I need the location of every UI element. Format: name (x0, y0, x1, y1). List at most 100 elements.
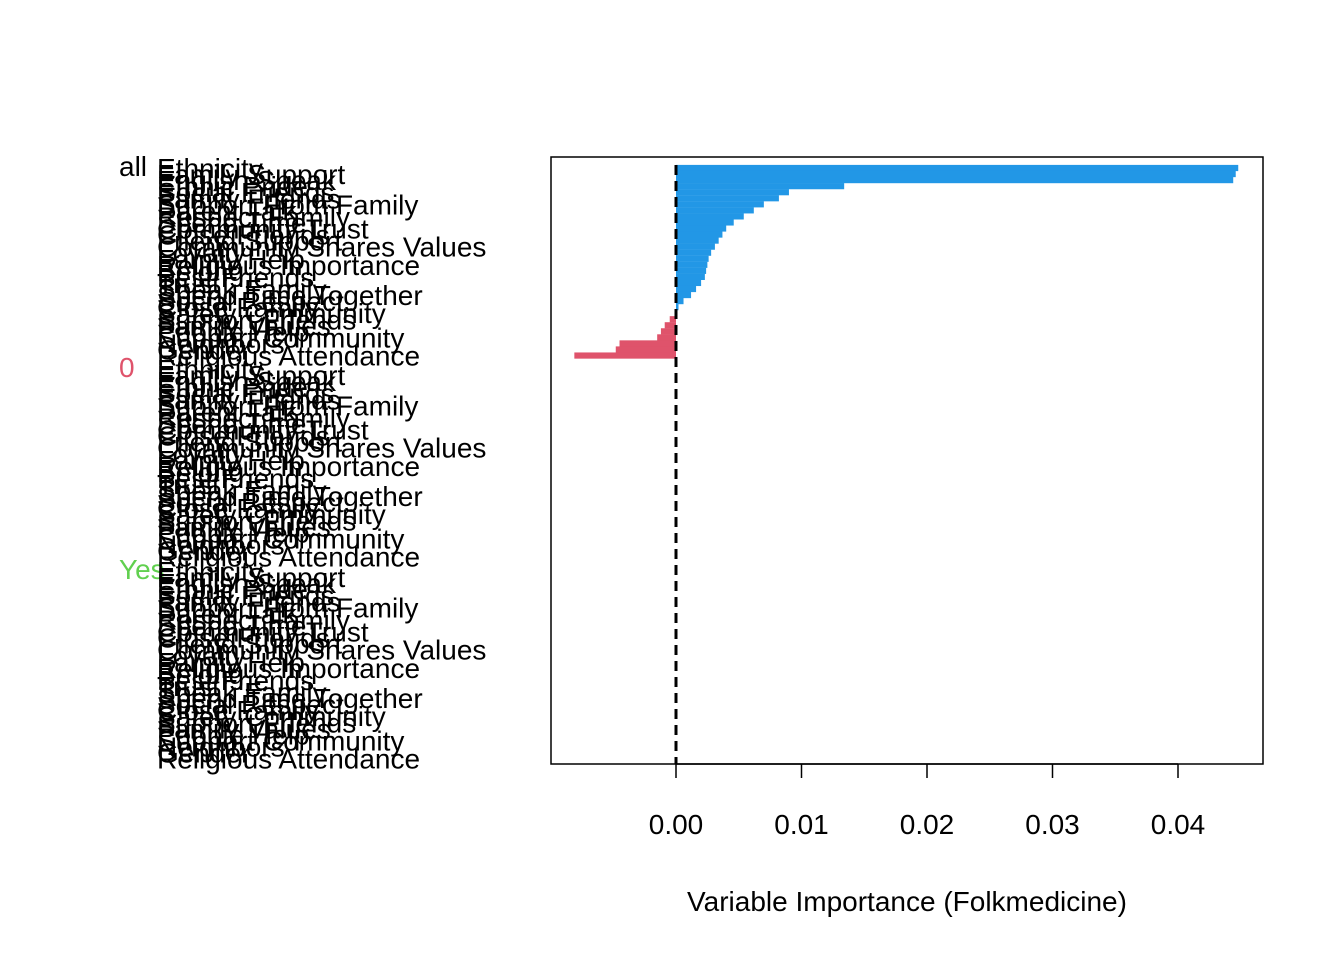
category-label-2-20: Speak Family (157, 677, 327, 708)
x-axis-label: Variable Importance (Folkmedicine) (687, 886, 1127, 917)
bar-0-19 (676, 279, 702, 287)
category-label-2-14: Loyalty (157, 641, 246, 672)
category-label-0-0: Ethnicity (157, 153, 263, 184)
category-label-1-5: Family Friends (157, 384, 341, 415)
bar-0-6 (676, 201, 764, 208)
category-label-0-9: Spend Time (157, 207, 306, 238)
bar-0-7 (676, 207, 754, 214)
category-label-0-14: Loyalty (157, 238, 246, 269)
category-label-0-16: Religious Importance (157, 250, 420, 281)
category-label-2-23: Close Family (157, 695, 319, 726)
category-label-2-25: Support Friends (157, 707, 356, 738)
bar-0-31 (574, 352, 676, 359)
category-label-1-28: Support Community (157, 523, 404, 554)
group-label-2: Yes (119, 554, 165, 585)
category-label-2-19: Trust (157, 671, 220, 702)
bar-0-8 (676, 213, 744, 220)
category-label-1-16: Religious Importance (157, 451, 420, 482)
category-label-1-11: Close Friends (157, 421, 330, 452)
category-label-1-30: Gender (157, 536, 250, 567)
bar-0-29 (619, 340, 676, 347)
category-label-0-5: Family Friends (157, 183, 341, 214)
category-label-1-20: Speak Family (157, 475, 327, 506)
category-label-2-22: Social Respect (157, 689, 344, 720)
group-label-1: 0 (119, 352, 135, 383)
category-label-1-17: Belong (157, 457, 244, 488)
bar-0-10 (676, 225, 727, 232)
group-label-0: all (119, 151, 147, 182)
category-label-0-25: Support Friends (157, 304, 356, 335)
category-label-0-31: Religious Attendance (157, 341, 420, 372)
category-label-0-12: Friend Support (157, 226, 342, 257)
bar-0-13 (676, 243, 715, 250)
x-tick-label-0: 0.00 (649, 809, 704, 840)
category-label-2-21: Spend Time Together (157, 683, 423, 714)
category-label-0-15: Family Help (157, 244, 305, 275)
category-label-1-2: English Speak (157, 366, 337, 397)
category-label-2-18: Best Friends (157, 665, 314, 696)
category-label-1-26: Family Values (157, 511, 331, 542)
category-label-2-29: Neighbors (157, 731, 285, 762)
category-label-2-7: Parent Talk (157, 598, 298, 629)
category-label-1-15: Family Help (157, 445, 305, 476)
category-label-1-25: Support Friends (157, 505, 356, 536)
category-label-0-8: Respect Family (157, 201, 350, 232)
bar-0-27 (660, 328, 676, 335)
category-label-0-22: Social Respect (157, 286, 344, 317)
category-label-2-17: Belong (157, 659, 244, 690)
x-tick-label-1: 0.01 (774, 809, 829, 840)
category-label-1-1: Family Support (157, 360, 346, 391)
category-label-1-29: Neighbors (157, 529, 285, 560)
category-label-2-27: People Help (157, 719, 310, 750)
category-label-0-26: Family Values (157, 310, 331, 341)
bar-0-12 (676, 237, 719, 244)
category-label-2-26: Family Values (157, 713, 331, 744)
bar-0-20 (676, 285, 697, 293)
category-label-2-28: Support Community (157, 725, 404, 756)
bar-0-16 (676, 261, 708, 268)
category-label-2-3: Ethnic Pride (157, 574, 308, 605)
category-label-0-21: Spend Time Together (157, 280, 423, 311)
category-label-0-4: Social Friends (157, 177, 334, 208)
bar-0-15 (676, 255, 709, 262)
category-label-1-14: Loyalty (157, 439, 246, 470)
category-label-2-16: Religious Importance (157, 653, 420, 684)
bar-0-23 (676, 304, 679, 311)
category-label-1-27: People Help (157, 517, 310, 548)
category-label-1-13: Community Shares Values (157, 433, 486, 464)
category-label-0-7: Parent Talk (157, 195, 298, 226)
category-label-0-13: Community Shares Values (157, 232, 486, 263)
category-label-2-15: Family Help (157, 647, 305, 678)
category-label-0-6: Support From Family (157, 189, 418, 220)
category-label-1-24: Safety Community (157, 499, 386, 530)
bar-0-0 (676, 164, 1239, 172)
bar-0-4 (676, 189, 789, 196)
category-label-1-9: Spend Time (157, 408, 306, 439)
category-label-1-21: Spend Time Together (157, 481, 423, 512)
category-label-2-8: Respect Family (157, 604, 350, 635)
category-label-0-18: Best Friends (157, 262, 314, 293)
bar-0-25 (669, 316, 676, 323)
category-label-2-0: Ethnicity (157, 556, 263, 587)
bar-0-1 (676, 170, 1236, 178)
category-label-0-1: Family Support (157, 159, 346, 190)
category-label-2-30: Gender (157, 738, 250, 769)
bar-0-21 (676, 291, 692, 299)
bar-0-17 (676, 267, 707, 274)
category-label-0-27: People Help (157, 316, 310, 347)
bars-layer (574, 164, 1239, 359)
plot-frame (550, 156, 1264, 765)
category-label-2-9: Spend Time (157, 610, 306, 641)
category-label-1-6: Support From Family (157, 390, 418, 421)
category-label-2-31: Religious Attendance (157, 744, 420, 775)
category-label-1-8: Respect Family (157, 402, 350, 433)
category-label-2-10: Community Trust (157, 617, 369, 648)
category-label-1-19: Trust (157, 469, 220, 500)
category-label-2-1: Family Support (157, 562, 346, 593)
x-tick-label-2: 0.02 (900, 809, 955, 840)
bar-0-18 (676, 273, 705, 280)
bar-0-3 (676, 183, 845, 190)
category-label-0-3: Ethnic Pride (157, 171, 308, 202)
category-label-1-23: Close Family (157, 493, 319, 524)
bar-0-5 (676, 195, 779, 202)
